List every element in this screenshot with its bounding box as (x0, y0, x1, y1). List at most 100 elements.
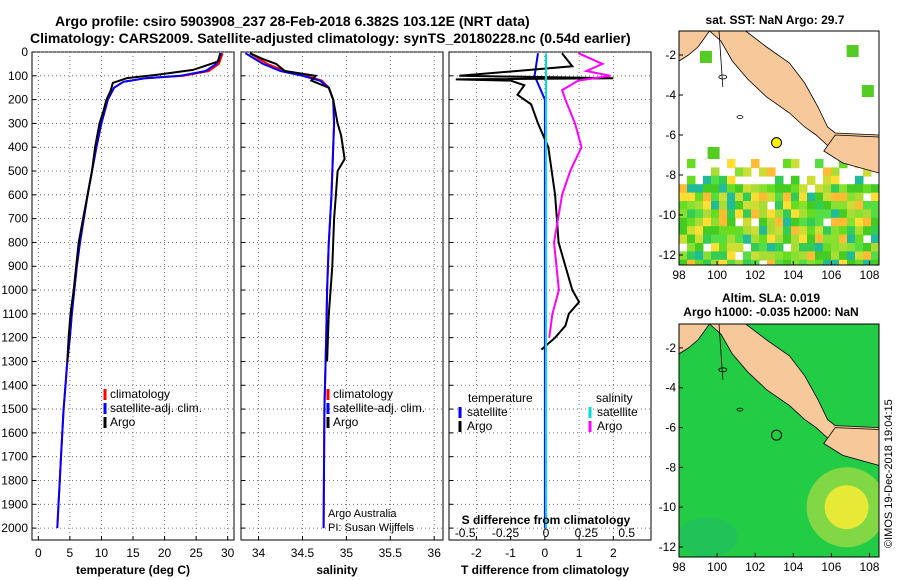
depth-tick-label: 1100 (2, 307, 28, 321)
sst-pixel (871, 217, 879, 227)
sst-pixel (823, 201, 832, 211)
sst-pixel (855, 217, 864, 227)
sst-pixel (703, 184, 712, 194)
diff-legend-label: Argo (597, 419, 623, 433)
sst-lat-tick-label: -4 (665, 88, 676, 102)
diff-x-tick-label: -2 (471, 546, 482, 560)
island-outline (718, 74, 728, 80)
sst-pixel (719, 175, 728, 185)
nias-land (679, 31, 710, 62)
diff-legend-label: Argo (467, 419, 493, 433)
sst-pixel (695, 217, 704, 227)
sst-pixel (695, 243, 704, 253)
sst-lat-tick-label: -10 (659, 208, 677, 222)
sst-pixel (711, 234, 720, 244)
sst-pixel (687, 234, 696, 244)
sst-lat-tick-label: -12 (659, 248, 677, 262)
sst-pixel (823, 209, 832, 219)
map-border-line (718, 31, 724, 88)
sst-pixel (783, 209, 792, 219)
sst-pixel (767, 217, 776, 227)
sst-pixel (863, 226, 872, 236)
sst-pixel (727, 209, 736, 219)
sst-pixel (775, 201, 784, 211)
sst-pixel (831, 167, 840, 177)
sst-pixel (815, 209, 824, 219)
sst-pixel (735, 243, 744, 253)
sst-pixel (703, 175, 712, 185)
sal-panel: 34 34.5 35 35.5 36 climatologysatellite-adj. … (241, 51, 443, 560)
depth-tick-label: 400 (8, 140, 28, 154)
sst-lon-tick-label: 98 (672, 268, 686, 282)
diff-x-tick-label: 0 (542, 546, 549, 560)
sst-pixel (791, 259, 800, 265)
temp-x-tick-label: 10 (95, 546, 109, 560)
sst-pixel (735, 184, 744, 194)
sst-pixel (846, 45, 859, 57)
sst-pixel (799, 226, 808, 236)
sst-pixel (847, 209, 856, 219)
sst-pixel (783, 217, 792, 227)
sst-pixel (735, 192, 744, 202)
sst-pixel (695, 259, 704, 265)
temp-series-argo (66, 52, 222, 362)
sla-lat-tick-label: -8 (665, 460, 676, 474)
sst-pixel (775, 251, 784, 261)
sst-pixel (839, 251, 848, 261)
sst-pixel (775, 243, 784, 253)
sst-pixel (751, 251, 760, 261)
sla-low-anomaly (679, 517, 738, 557)
sst-pixel (855, 234, 864, 244)
sst-pixel (831, 209, 840, 219)
diff-top-tick-label: 0 (543, 526, 550, 540)
sla-map-content (679, 324, 879, 557)
sst-pixel (799, 234, 808, 244)
sst-pixel (815, 251, 824, 261)
sst-pixel (751, 159, 760, 169)
sst-pixel (687, 226, 696, 236)
sst-pixel (799, 243, 808, 253)
sst-pixel (855, 226, 864, 236)
sla-map: 98 100 102 104 106 108 -2 -4 -6 -8 -10 -12 (659, 323, 880, 574)
sst-pixel (719, 251, 728, 261)
sst-pixel (711, 217, 720, 227)
depth-tick-label: 300 (8, 116, 28, 130)
sst-pixel (711, 201, 720, 211)
sst-pixel (719, 234, 728, 244)
sst-pixel (735, 209, 744, 219)
sst-pixel (687, 251, 696, 261)
sal-x-tick-label: 34 (252, 546, 266, 560)
sal-x-tick-label: 36 (428, 546, 442, 560)
sst-pixel (831, 217, 840, 227)
diff-series-s-argo (548, 52, 611, 338)
sst-pixel (807, 259, 816, 265)
diff-x-tick-label: -1 (505, 546, 516, 560)
sst-pixel (711, 175, 720, 185)
temp-x-tick-label: 25 (189, 546, 203, 560)
sst-pixel (791, 243, 800, 253)
sst-pixel (863, 167, 872, 177)
salinity-panel-frame (240, 51, 444, 541)
sst-pixel (839, 209, 848, 219)
depth-tick-label: 500 (8, 164, 28, 178)
sst-pixel (823, 175, 832, 185)
sst-pixel (879, 226, 888, 235)
sst-pixel (847, 201, 856, 211)
sst-pixel (767, 243, 776, 253)
sst-pixel (743, 259, 752, 265)
java-land (823, 134, 879, 174)
sst-pixel (711, 226, 720, 236)
diff-legend-salinity-title: salinity (596, 391, 633, 405)
sst-pixel (879, 243, 888, 252)
sst-pixel (751, 243, 760, 253)
sla-lon-tick-label: 108 (859, 560, 879, 574)
depth-tick-label: 800 (8, 235, 28, 249)
sst-pixel (775, 234, 784, 244)
temp-x-tick-label: 5 (67, 546, 74, 560)
sst-pixel (687, 184, 696, 194)
sst-pixel (783, 226, 792, 236)
sst-pixel (871, 192, 879, 202)
sst-pixel (823, 243, 832, 253)
